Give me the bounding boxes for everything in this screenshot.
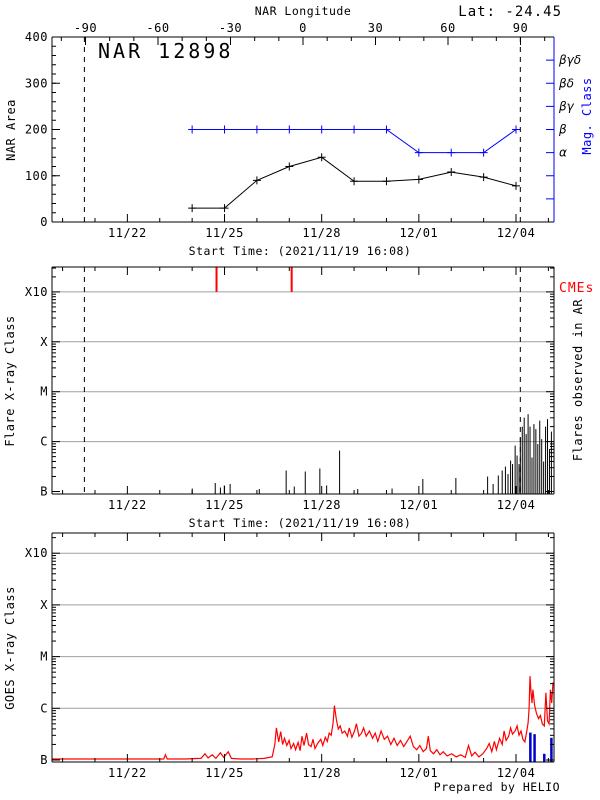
latitude-label: Lat: -24.45 <box>458 4 562 20</box>
mag-class-tick-label: β <box>558 123 567 137</box>
mag-class-tick-label: βδ <box>558 76 574 90</box>
lon-tick-label: -90 <box>74 21 97 35</box>
class-tick-label: C <box>40 701 48 715</box>
cmes-label: CMEs <box>559 281 594 296</box>
date-tick-label: 11/25 <box>205 226 244 240</box>
date-tick-label: 12/04 <box>497 498 536 512</box>
class-tick-label: X10 <box>25 285 48 299</box>
goes-class-axis-label: GOES X-ray Class <box>3 586 17 710</box>
mag-class-tick-label: βγ <box>558 99 575 113</box>
date-tick-label: 11/28 <box>302 498 341 512</box>
nar-area-axis-label: NAR Area <box>4 99 18 161</box>
class-tick-label: X10 <box>25 546 48 560</box>
date-tick-label: 11/28 <box>302 226 341 240</box>
series-plus-markers <box>188 125 521 157</box>
credit-label: Prepared by HELIO <box>434 780 560 794</box>
flares-panel: B C M X X10 11/22 11/25 11/28 12/01 12/04 <box>25 266 555 512</box>
lon-tick-label: 90 <box>513 21 528 35</box>
area-tick-label: 0 <box>40 215 48 229</box>
date-tick-label: 11/25 <box>205 498 244 512</box>
class-tick-label: C <box>40 435 48 449</box>
area-tick-label: 100 <box>25 169 48 183</box>
area-tick-label: 400 <box>25 30 48 44</box>
flare-class-axis-label: Flare X-ray Class <box>3 315 17 446</box>
date-tick-label: 11/28 <box>302 766 341 780</box>
date-tick-label: 11/22 <box>108 226 147 240</box>
date-tick-label: 11/25 <box>205 766 244 780</box>
class-tick-label: X <box>40 598 48 612</box>
lon-tick-label: -30 <box>219 21 242 35</box>
mag-class-axis-label: Mag. Class <box>580 77 594 154</box>
class-tick-label: B <box>40 485 48 499</box>
series-plus-markers <box>188 153 521 213</box>
lon-tick-label: 30 <box>368 21 383 35</box>
lon-tick-label: 60 <box>440 21 455 35</box>
date-tick-label: 12/01 <box>400 766 439 780</box>
start-time-label-middle: Start Time: (2021/11/19 16:08) <box>189 516 412 530</box>
longitude-axis-label: NAR Longitude <box>255 4 352 18</box>
goes-panel: B C M X X10 11/22 11/25 11/28 12/01 12/04 <box>25 532 555 780</box>
class-tick-label: X <box>40 335 48 349</box>
area-tick-label: 200 <box>25 123 48 137</box>
date-tick-label: 12/04 <box>497 226 536 240</box>
nar-area-panel: 0 100 200 300 400 -90 -60 -30 0 30 60 90 11/22 11/25 1… <box>25 21 581 240</box>
mag-class-tick-label: α <box>559 146 567 160</box>
class-tick-label: B <box>40 753 48 767</box>
class-tick-label: M <box>40 650 48 664</box>
start-time-label-top: Start Time: (2021/11/19 16:08) <box>189 244 412 258</box>
page-title: NAR 12898 <box>98 39 233 63</box>
date-tick-label: 12/01 <box>400 226 439 240</box>
mag-class-tick-label: βγδ <box>558 53 581 67</box>
flares-observed-label: Flares observed in AR <box>571 299 585 461</box>
class-tick-label: M <box>40 385 48 399</box>
date-tick-label: 11/22 <box>108 498 147 512</box>
date-tick-label: 12/01 <box>400 498 439 512</box>
goes-flux-curve <box>52 676 554 760</box>
date-tick-label: 11/22 <box>108 766 147 780</box>
lon-tick-label: 0 <box>299 21 307 35</box>
date-tick-label: 12/04 <box>497 766 536 780</box>
area-tick-label: 300 <box>25 76 48 90</box>
lon-tick-label: -60 <box>146 21 169 35</box>
